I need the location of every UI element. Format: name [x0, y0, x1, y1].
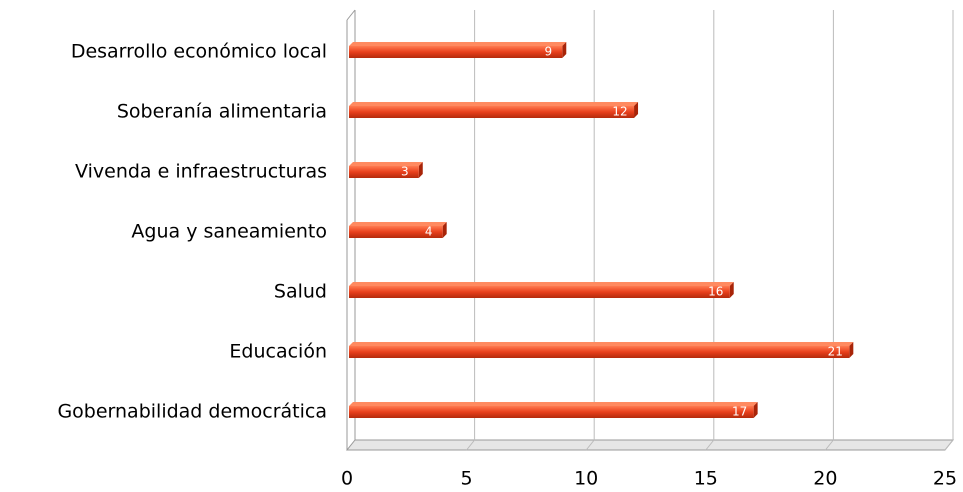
tick-floor-line — [825, 439, 834, 451]
floor — [345, 439, 955, 451]
y-tick-label: Educación — [229, 341, 327, 363]
bar-top — [349, 102, 639, 106]
bar-top — [349, 342, 854, 346]
bar-top — [349, 402, 758, 406]
value-label: 21 — [828, 345, 843, 359]
value-label: 16 — [708, 285, 723, 299]
bar — [349, 222, 447, 238]
bar-end — [634, 102, 639, 118]
bar-top — [349, 222, 447, 226]
value-label: 3 — [401, 165, 409, 179]
value-label: 12 — [612, 105, 627, 119]
bar-front — [349, 46, 563, 58]
bar-end — [562, 42, 567, 58]
bar-end — [418, 162, 423, 178]
tick-floor-line — [585, 439, 595, 451]
x-tick-label: 0 — [341, 468, 353, 490]
tick-floor-line — [705, 439, 715, 451]
bar — [349, 42, 567, 58]
x-tick-label: 20 — [813, 468, 837, 490]
bar-front — [349, 166, 419, 178]
y-tick-label: Agua y saneamiento — [131, 221, 327, 243]
y-tick-label: Desarrollo económico local — [71, 41, 327, 63]
x-tick-label: 5 — [461, 468, 473, 490]
bar-end — [442, 222, 447, 238]
bar-end — [729, 282, 734, 298]
bar — [349, 162, 423, 178]
bar-end — [753, 402, 758, 418]
bar-top — [349, 162, 423, 166]
y-tick-label: Gobernabilidad democrática — [57, 401, 327, 423]
x-tick-label: 15 — [694, 468, 718, 490]
bar-front — [349, 226, 443, 238]
bar — [349, 282, 734, 298]
bar-front — [349, 106, 635, 118]
axis-line-top — [346, 9, 356, 21]
tick-floor-line — [944, 439, 954, 451]
value-label: 9 — [544, 45, 552, 59]
y-tick-label: Vivenda e infraestructuras — [75, 161, 327, 183]
value-label: 17 — [732, 405, 747, 419]
bar-front — [349, 286, 730, 298]
bar — [349, 342, 854, 358]
y-tick-label: Salud — [274, 281, 327, 303]
bar-top — [349, 282, 734, 286]
tick-floor-line — [466, 439, 475, 451]
bar-top — [349, 42, 567, 46]
bar-front — [349, 406, 754, 418]
x-tick-label: 10 — [574, 468, 598, 490]
bar-front — [349, 346, 850, 358]
value-label: 4 — [425, 225, 433, 239]
bar-end — [849, 342, 854, 358]
y-tick-label: Soberanía alimentaria — [117, 101, 327, 123]
x-tick-label: 25 — [933, 468, 957, 490]
bar — [349, 102, 639, 118]
bar — [349, 402, 758, 418]
